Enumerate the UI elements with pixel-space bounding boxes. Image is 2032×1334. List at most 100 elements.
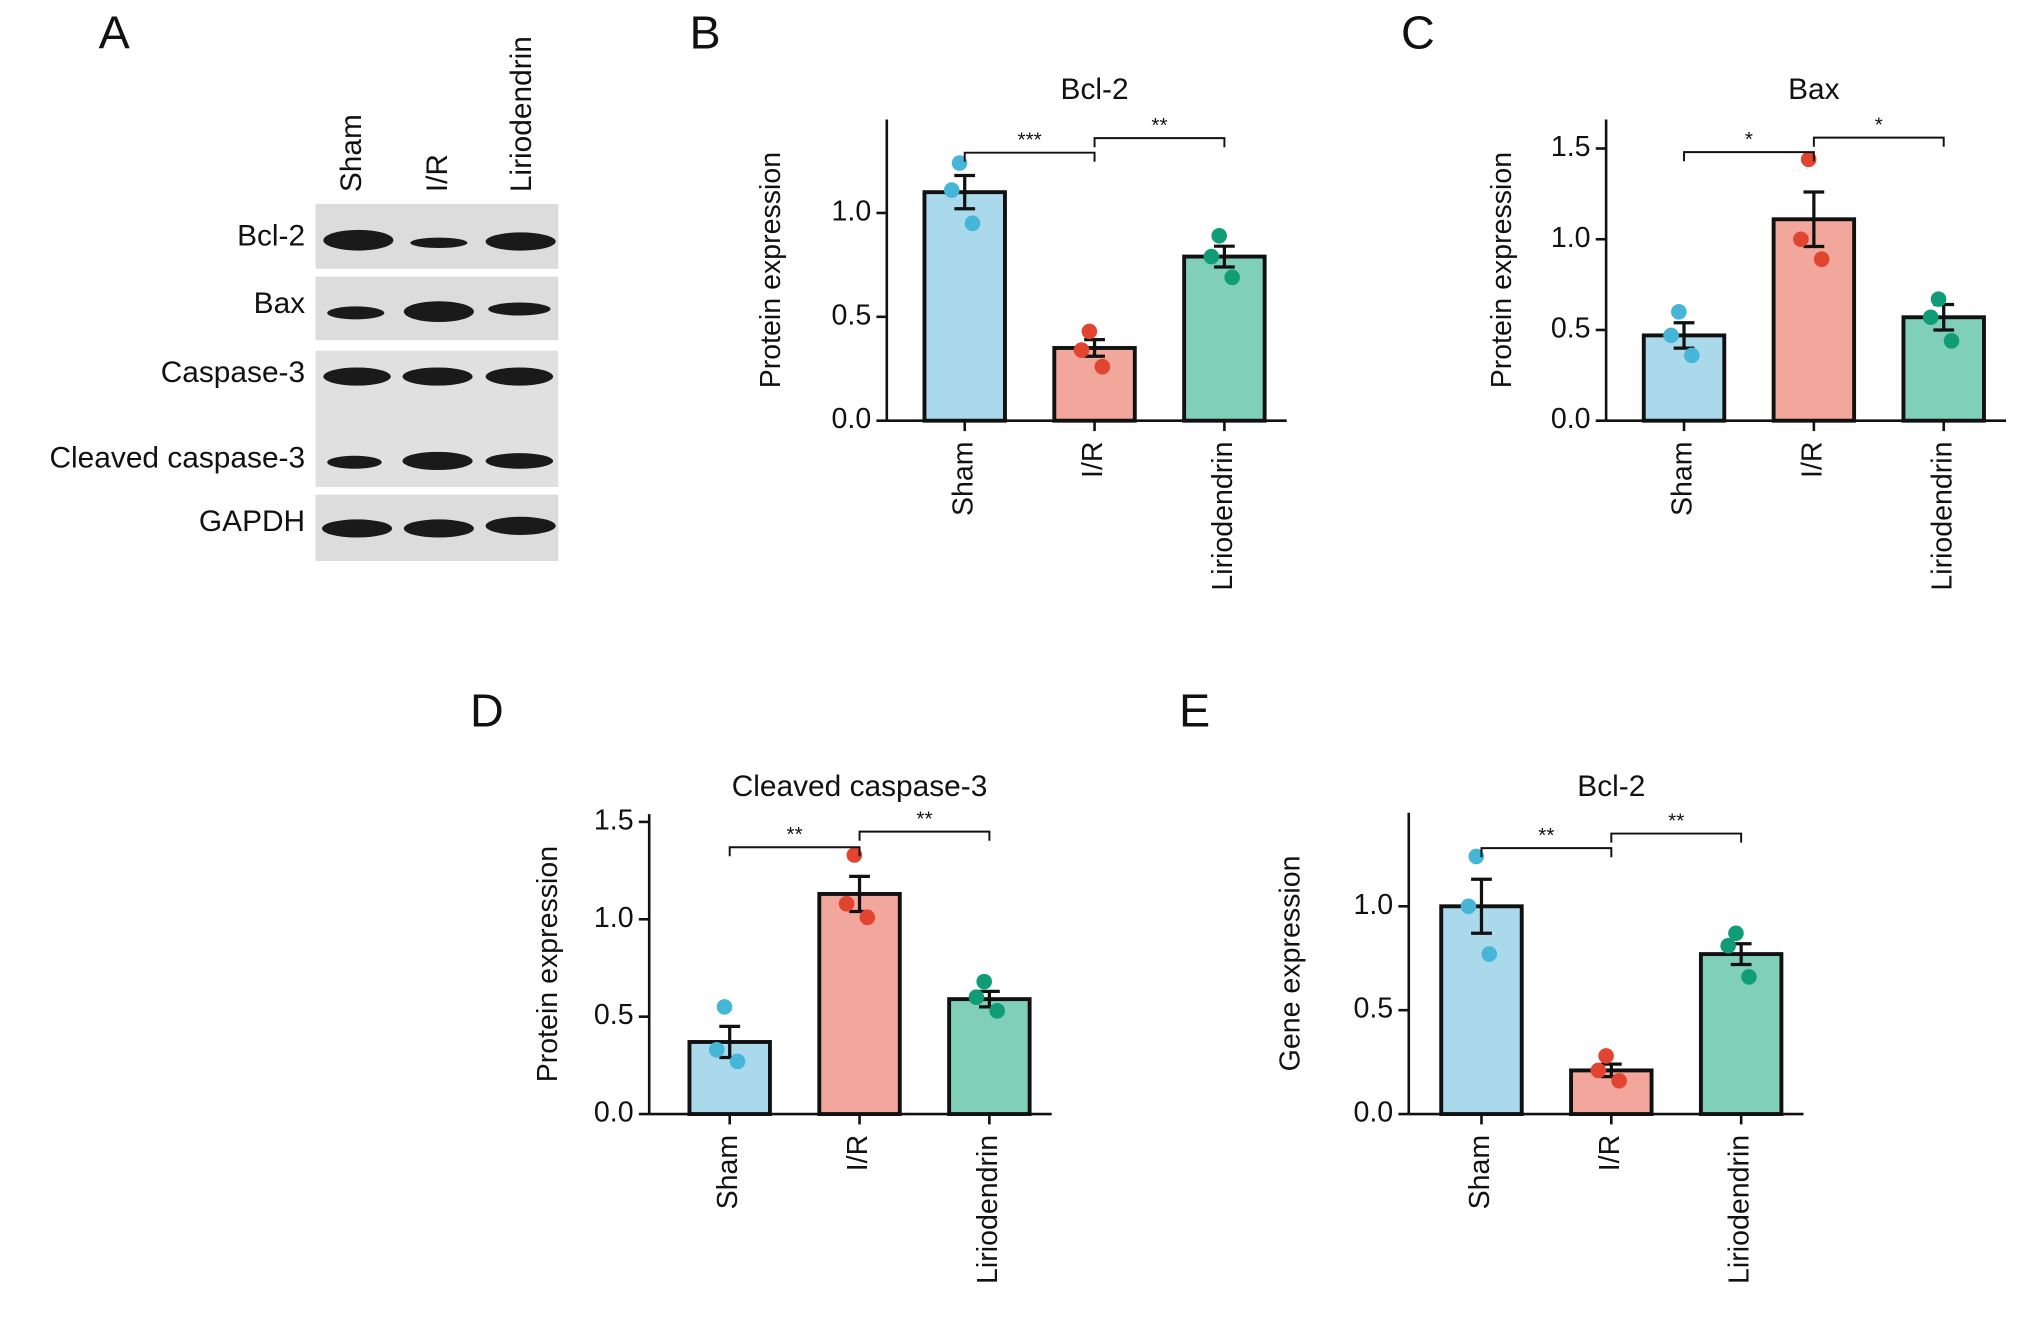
data-point (1611, 1073, 1627, 1089)
error-bar (1471, 877, 1492, 935)
x-tick-label: Sham (947, 441, 979, 516)
error-bar (1214, 244, 1235, 269)
bar (1901, 315, 1986, 423)
x-tick-label: Sham (1667, 441, 1699, 516)
bar (947, 997, 1032, 1116)
y-tick-label: 1.0 (832, 195, 872, 227)
data-point (838, 895, 855, 912)
y-tick-label: 1.5 (1551, 131, 1591, 163)
data-point (846, 847, 863, 863)
y-axis-label: Gene expression (1274, 856, 1306, 1072)
data-point (716, 999, 733, 1015)
panel-label: A (99, 7, 131, 59)
row-label: Bax (254, 287, 306, 320)
significance-bracket (1093, 137, 1226, 148)
y-axis-label: Protein expression (755, 152, 787, 388)
data-point (729, 1053, 746, 1070)
lane-label: I/R (421, 154, 454, 192)
significance-bracket (1812, 136, 1945, 147)
row-label: Bcl-2 (237, 220, 305, 253)
data-point (708, 1041, 725, 1058)
y-tick-label: 0.0 (1353, 1097, 1393, 1129)
bar (922, 190, 1007, 423)
x-tick-label: Sham (1464, 1135, 1496, 1210)
y-tick-label: 1.0 (594, 902, 634, 934)
y-axis-label: Protein expression (532, 846, 564, 1082)
x-tick-label: Sham (712, 1135, 744, 1210)
data-point (1728, 925, 1744, 942)
x-tick-label: I/R (1594, 1135, 1626, 1171)
y-axis-label: Protein expression (1486, 152, 1518, 388)
data-point (1468, 848, 1485, 865)
x-tick-label: Liriodendrin (1724, 1135, 1756, 1284)
data-point (1224, 269, 1240, 286)
bar (1182, 254, 1267, 423)
row-label: GAPDH (199, 505, 305, 538)
bar (1698, 952, 1784, 1116)
data-point (1793, 231, 1809, 248)
chart-title: Cleaved caspase-3 (732, 770, 988, 803)
data-point (1720, 937, 1736, 954)
blot-bands (322, 229, 556, 538)
data-point (859, 909, 876, 926)
bar (817, 892, 902, 1116)
y-tick-label: 0.5 (1551, 313, 1591, 345)
data-point (1460, 898, 1477, 915)
significance-label: ** (787, 823, 803, 846)
western-blot: Sham I/R Liriodendrin Bcl-2 Bax Caspase-… (49, 36, 559, 561)
y-tick-label: 0.5 (832, 299, 872, 331)
significance-label: * (1745, 128, 1753, 151)
panel-label: E (1179, 684, 1210, 736)
significance-bracket (963, 151, 1096, 162)
data-point (1943, 333, 1960, 349)
y-tick-label: 0.0 (594, 1097, 634, 1129)
lane-label: Sham (335, 114, 368, 192)
x-tick-label: Liriodendrin (1926, 441, 1958, 590)
data-point (1094, 358, 1111, 375)
y-tick-label: 0.5 (1353, 993, 1393, 1025)
chart: Bcl-2 Protein expression 0.0 0.5 1.0 Sham I/R L… (755, 73, 1287, 591)
data-point (968, 989, 985, 1005)
x-tick-label: I/R (842, 1135, 874, 1171)
significance-label: ** (916, 807, 932, 830)
y-tick-label: 1.0 (1551, 222, 1591, 254)
chart-title: Bcl-2 (1061, 73, 1129, 106)
data-point (1671, 304, 1687, 320)
y-tick-label: 0.0 (1551, 403, 1591, 435)
bar (1771, 217, 1857, 423)
bar (1052, 346, 1137, 423)
data-point (989, 1003, 1005, 1019)
data-point (943, 182, 960, 198)
row-label: Cleaved caspase-3 (49, 442, 305, 475)
significance-label: * (1875, 113, 1883, 136)
chart: Bcl-2 Gene expression 0.0 0.5 1.0 Sham I/R Liri… (1274, 770, 1804, 1284)
x-tick-label: I/R (1796, 441, 1828, 477)
data-point (1073, 342, 1090, 358)
error-bar (1803, 190, 1825, 249)
data-point (1922, 309, 1939, 326)
data-point (1081, 323, 1098, 340)
significance-label: *** (1018, 129, 1042, 152)
data-point (1590, 1062, 1607, 1079)
x-tick-label: Liriodendrin (972, 1135, 1004, 1284)
significance-label: ** (1538, 824, 1554, 847)
y-tick-label: 1.0 (1353, 889, 1393, 921)
data-point (964, 215, 981, 232)
significance-bracket (728, 846, 861, 857)
significance-bracket (858, 830, 991, 841)
panel-label: C (1401, 7, 1435, 59)
x-tick-label: Liriodendrin (1207, 441, 1239, 590)
chart: Cleaved caspase-3 Protein expression 0.0 0.… (532, 770, 1052, 1284)
y-tick-label: 1.5 (594, 804, 634, 836)
lane-label: Liriodendrin (505, 36, 538, 192)
data-point (951, 155, 968, 171)
chart-title: Bcl-2 (1577, 770, 1645, 803)
data-point (1481, 946, 1498, 962)
panel-label: B (689, 7, 720, 59)
error-bar (954, 173, 976, 211)
chart-title: Bax (1788, 73, 1840, 106)
data-point (976, 973, 992, 990)
data-point (1800, 151, 1817, 168)
panel-label: D (470, 684, 504, 736)
